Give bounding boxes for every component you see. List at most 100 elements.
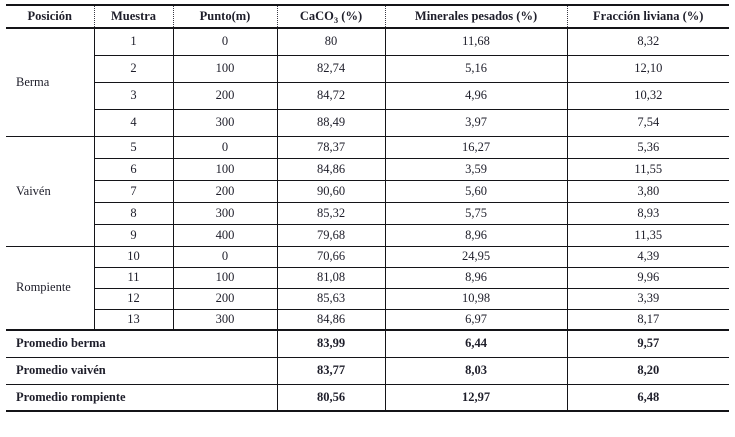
cell-caco3: 81,08 <box>276 267 385 289</box>
cell-caco3: 90,60 <box>276 180 385 203</box>
cell-fraccion: 11,35 <box>566 224 729 247</box>
col-header-posicion: Posición <box>6 5 94 29</box>
summary-caco3: 83,77 <box>276 357 385 385</box>
summary-row-berma: Promedio berma 83,99 6,44 9,57 <box>6 329 729 358</box>
cell-caco3: 85,32 <box>276 202 385 225</box>
cell-caco3: 80 <box>276 28 385 56</box>
cell-minerales: 5,60 <box>384 180 567 203</box>
col-header-caco3: CaCO3 (%) <box>276 5 385 29</box>
summary-label: Promedio berma <box>6 329 277 358</box>
cell-fraccion: 12,10 <box>566 55 729 83</box>
summary-row-vaiven: Promedio vaivén 83,77 8,03 8,20 <box>6 357 729 385</box>
cell-punto: 300 <box>172 309 277 331</box>
cell-caco3: 88,49 <box>276 109 385 137</box>
cell-muestra: 3 <box>93 82 173 110</box>
summary-row-rompiente: Promedio rompiente 80,56 12,97 6,48 <box>6 384 729 412</box>
cell-punto: 200 <box>172 82 277 110</box>
summary-fraccion: 6,48 <box>566 384 729 412</box>
col-header-muestra: Muestra <box>93 5 173 29</box>
cell-muestra: 13 <box>93 309 173 331</box>
cell-punto: 0 <box>172 246 277 268</box>
cell-muestra: 5 <box>93 136 173 159</box>
position-cell-berma: Berma <box>6 28 94 137</box>
cell-punto: 200 <box>172 288 277 310</box>
cell-caco3: 79,68 <box>276 224 385 247</box>
cell-minerales: 3,59 <box>384 158 567 181</box>
position-cell-rompiente: Rompiente <box>6 246 94 331</box>
sediment-data-table: Posición Muestra Punto(m) CaCO3 (%) Mine… <box>6 4 729 412</box>
table-row: Rompiente 10 0 70,66 24,95 4,39 <box>6 246 729 331</box>
caco3-subscript: 3 <box>333 15 339 25</box>
cell-fraccion: 5,36 <box>566 136 729 159</box>
cell-minerales: 5,75 <box>384 202 567 225</box>
cell-minerales: 5,16 <box>384 55 567 83</box>
summary-caco3: 83,99 <box>276 329 385 358</box>
cell-muestra: 10 <box>93 246 173 268</box>
cell-fraccion: 8,17 <box>566 309 729 331</box>
cell-fraccion: 3,39 <box>566 288 729 310</box>
cell-punto: 300 <box>172 109 277 137</box>
summary-minerales: 8,03 <box>384 357 567 385</box>
cell-muestra: 12 <box>93 288 173 310</box>
caco3-base: CaCO <box>299 9 334 23</box>
table-row: 4 300 88,49 3,97 7,54 <box>6 109 729 137</box>
cell-caco3: 84,72 <box>276 82 385 110</box>
cell-fraccion: 3,80 <box>566 180 729 203</box>
cell-punto: 0 <box>172 136 277 159</box>
table-row: 3 200 84,72 4,96 10,32 <box>6 82 729 110</box>
cell-minerales: 8,96 <box>384 224 567 247</box>
col-header-minerales: Minerales pesados (%) <box>384 5 567 29</box>
cell-punto: 400 <box>172 224 277 247</box>
table-row: 13 300 84,86 6,97 8,17 <box>6 309 729 331</box>
cell-punto: 300 <box>172 202 277 225</box>
cell-muestra: 1 <box>93 28 173 56</box>
summary-fraccion: 8,20 <box>566 357 729 385</box>
cell-punto: 100 <box>172 158 277 181</box>
cell-punto: 200 <box>172 180 277 203</box>
cell-muestra: 7 <box>93 180 173 203</box>
table-row: 6 100 84,86 3,59 11,55 <box>6 158 729 181</box>
summary-minerales: 6,44 <box>384 329 567 358</box>
cell-fraccion: 8,32 <box>566 28 729 56</box>
cell-fraccion: 4,39 <box>566 246 729 268</box>
table-row: 7 200 90,60 5,60 3,80 <box>6 180 729 203</box>
cell-caco3: 70,66 <box>276 246 385 268</box>
col-header-punto: Punto(m) <box>172 5 277 29</box>
col-header-fraccion: Fracción liviana (%) <box>566 5 729 29</box>
cell-minerales: 3,97 <box>384 109 567 137</box>
cell-minerales: 11,68 <box>384 28 567 56</box>
cell-minerales: 10,98 <box>384 288 567 310</box>
cell-minerales: 8,96 <box>384 267 567 289</box>
cell-caco3: 85,63 <box>276 288 385 310</box>
cell-muestra: 8 <box>93 202 173 225</box>
cell-fraccion: 9,96 <box>566 267 729 289</box>
cell-minerales: 16,27 <box>384 136 567 159</box>
table-row: 9 400 79,68 8,96 11,35 <box>6 224 729 247</box>
cell-fraccion: 11,55 <box>566 158 729 181</box>
cell-caco3: 82,74 <box>276 55 385 83</box>
summary-label: Promedio vaivén <box>6 357 277 385</box>
table-row: Berma 1 0 80 11,68 8,32 <box>6 28 729 137</box>
cell-muestra: 9 <box>93 224 173 247</box>
cell-fraccion: 8,93 <box>566 202 729 225</box>
cell-caco3: 84,86 <box>276 309 385 331</box>
summary-fraccion: 9,57 <box>566 329 729 358</box>
table-row: 11 100 81,08 8,96 9,96 <box>6 267 729 289</box>
caco3-percent: (%) <box>338 9 363 23</box>
cell-minerales: 4,96 <box>384 82 567 110</box>
table-row: 2 100 82,74 5,16 12,10 <box>6 55 729 83</box>
header-row: Posición Muestra Punto(m) CaCO3 (%) Mine… <box>6 5 729 29</box>
summary-label: Promedio rompiente <box>6 384 277 412</box>
table-row: 12 200 85,63 10,98 3,39 <box>6 288 729 310</box>
table-row: 8 300 85,32 5,75 8,93 <box>6 202 729 225</box>
cell-punto: 100 <box>172 55 277 83</box>
cell-punto: 100 <box>172 267 277 289</box>
cell-caco3: 84,86 <box>276 158 385 181</box>
cell-muestra: 6 <box>93 158 173 181</box>
summary-caco3: 80,56 <box>276 384 385 412</box>
cell-fraccion: 7,54 <box>566 109 729 137</box>
cell-fraccion: 10,32 <box>566 82 729 110</box>
cell-caco3: 78,37 <box>276 136 385 159</box>
table-row: Vaivén 5 0 78,37 16,27 5,36 <box>6 136 729 247</box>
